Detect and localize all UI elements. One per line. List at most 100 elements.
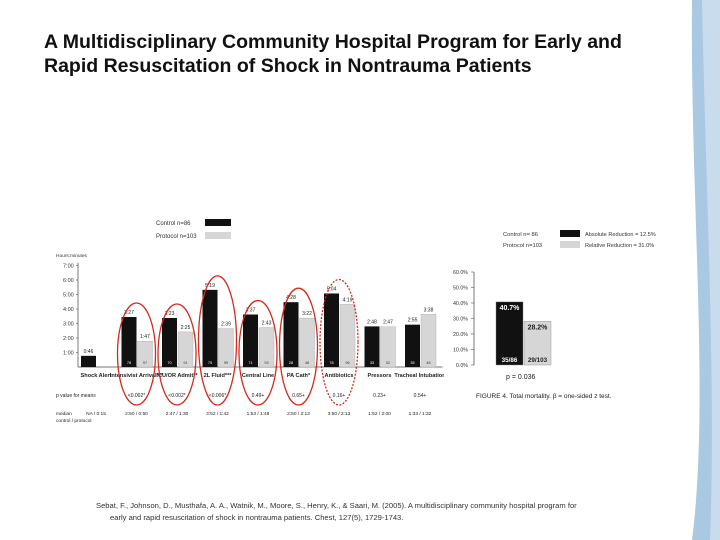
- x-category-label: ICU/OR Admit**: [156, 373, 198, 379]
- mortality-bar-chart: Control n= 86 Protocol n=103 Absolute Redu…: [453, 230, 656, 400]
- y-tick-label: 30.0%: [453, 317, 468, 323]
- bar-control: [405, 324, 420, 367]
- median-label: 1:33 / 1:32: [409, 411, 432, 417]
- bar-value-label: 3:23: [165, 311, 175, 317]
- bar-value-label: 2:48: [367, 319, 377, 325]
- legend-swatch: [560, 230, 580, 237]
- bar-value-label: 3:38: [424, 307, 434, 313]
- pvalue-label: <0.006*: [209, 393, 226, 399]
- median-label: 3:50 / 2:13: [328, 411, 351, 417]
- median-row-label: control / protocol: [56, 418, 91, 424]
- y-tick-label: 40.0%: [453, 301, 468, 307]
- bar-count-label: 70: [167, 361, 171, 365]
- bar-count-label: 93: [264, 361, 268, 365]
- chart-annotation: Relative Reduction = 31.0%: [585, 243, 654, 249]
- bar-value-label: 5:04: [327, 286, 337, 292]
- highlight-circle: [278, 287, 319, 406]
- bar-count-label: 91: [183, 361, 187, 365]
- bar-value-label: 2:43: [262, 321, 272, 327]
- bar-count-label: 46: [426, 361, 430, 365]
- bar-count-label: 52: [386, 361, 390, 365]
- bar-protocol: [218, 328, 234, 368]
- bar-control: [162, 317, 177, 367]
- y-tick-label: 1:00: [63, 351, 74, 357]
- highlight-circle: [157, 303, 197, 406]
- bar-value-label: 5:19: [205, 283, 215, 289]
- bar-value-label: 1:47: [140, 334, 150, 340]
- bar-value-label: 2:25: [181, 325, 191, 331]
- bar-control: [243, 314, 258, 367]
- slide-decoration: [691, 0, 720, 540]
- legend-label: Protocol n=103: [503, 243, 542, 249]
- bar-protocol: [177, 331, 194, 368]
- bar-count-label: 29/103: [528, 357, 548, 364]
- blue-edge-band-light: [702, 0, 720, 540]
- chart-annotation: Absolute Reduction = 12.5%: [585, 232, 656, 238]
- bar-count-label: 35: [410, 361, 414, 365]
- bar-count-label: 99: [224, 361, 228, 365]
- bar-count-label: 48: [305, 361, 309, 365]
- x-category-label: Shock Alert: [81, 373, 112, 379]
- y-tick-label: 7:00: [63, 264, 74, 270]
- y-tick-label: 4:00: [63, 307, 74, 313]
- x-category-label: Pressors: [368, 373, 392, 379]
- bar-value-label: 2:55: [408, 318, 418, 324]
- bar-control: [364, 326, 380, 367]
- pvalue-label: 0.54+: [414, 393, 427, 399]
- median-label: 3:52 / 1:42: [206, 411, 229, 417]
- median-label: 2:47 / 1:30: [166, 411, 189, 417]
- x-category-label: Tracheal Intubation: [394, 373, 444, 379]
- y-tick-label: 3:00: [63, 322, 74, 328]
- bar-count-label: 96: [345, 361, 349, 365]
- y-tick-label: 50.0%: [453, 286, 468, 292]
- bar-count-label: 33: [370, 361, 374, 365]
- pvalue-label: p = 0.036: [506, 374, 535, 381]
- bar-control: [495, 301, 524, 366]
- y-tick-label: 2:00: [63, 336, 74, 342]
- median-label: 1:53 / 1:48: [247, 411, 270, 417]
- x-category-label: Antibiotics: [325, 373, 354, 379]
- y-tick-label: 60.0%: [453, 270, 468, 276]
- pvalue-row-label: p value for means: [56, 393, 96, 399]
- bar-value-label: 2:39: [221, 322, 231, 328]
- legend-swatch: [205, 232, 231, 239]
- y-tick-label: 6:00: [63, 278, 74, 284]
- pvalue-label: 0.16+: [333, 393, 346, 399]
- legend-label: Control n= 86: [503, 232, 538, 238]
- citation-line-2: early and rapid resuscitation of shock i…: [110, 513, 404, 522]
- median-label: 2:50 / 2:13: [287, 411, 310, 417]
- bar-value-label: 40.7%: [500, 305, 521, 312]
- bar-value-label: 3:27: [124, 310, 134, 316]
- bar-value-label: 0:46: [84, 349, 94, 355]
- bar-value-label: 3:22: [302, 311, 312, 317]
- citation: Sebat, F., Johnson, D., Musthafa, A. A.,…: [96, 500, 636, 524]
- chart-caption: FIGURE 4. Total mortality. β = one-sided…: [476, 393, 612, 400]
- x-category-label: Central Line: [242, 373, 274, 379]
- pvalue-label: 0.23+: [373, 393, 386, 399]
- bar-control: [324, 293, 339, 367]
- legend-label: Protocol n=103: [156, 234, 197, 240]
- y-tick-label: 0.0%: [456, 363, 468, 369]
- bar-count-label: 71: [248, 361, 252, 365]
- legend-label: Control n=86: [156, 221, 191, 227]
- legend-swatch: [205, 219, 231, 226]
- bar-count-label: 28: [289, 361, 293, 365]
- bar-protocol: [380, 326, 396, 368]
- bar-control: [81, 355, 96, 367]
- y-axis-label: Hours:minutes: [56, 253, 88, 259]
- highlight-circle: [238, 299, 278, 406]
- slide-title: A Multidisciplinary Community Hospital P…: [44, 31, 622, 77]
- bar-protocol: [523, 321, 552, 366]
- citation-line-1: Sebat, F., Johnson, D., Musthafa, A. A.,…: [96, 501, 577, 510]
- bar-protocol: [258, 327, 275, 368]
- x-category-label: 2L Fluid***: [204, 373, 233, 379]
- highlight-circle: [197, 275, 238, 406]
- bar-count-label: 75: [208, 361, 212, 365]
- legend-swatch: [560, 241, 580, 248]
- bar-value-label: 3:37: [246, 308, 256, 314]
- bar-count-label: 35/86: [502, 357, 518, 364]
- y-tick-label: 5:00: [63, 293, 74, 299]
- y-tick-label: 10.0%: [453, 348, 468, 354]
- bar-control: [283, 302, 299, 367]
- timing-bar-chart: Control n=86 Protocol n=103 Hours:minutes 1…: [56, 219, 444, 424]
